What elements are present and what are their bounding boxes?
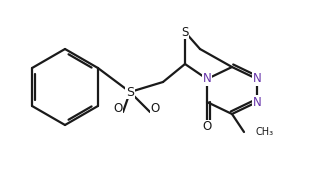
Text: S: S	[181, 26, 189, 39]
Text: N: N	[203, 73, 211, 85]
Text: S: S	[126, 85, 134, 98]
Text: O: O	[150, 103, 160, 116]
Text: O: O	[113, 103, 123, 116]
Text: N: N	[253, 95, 261, 108]
Text: N: N	[253, 73, 261, 85]
Text: CH₃: CH₃	[256, 127, 274, 137]
Text: O: O	[202, 121, 212, 133]
